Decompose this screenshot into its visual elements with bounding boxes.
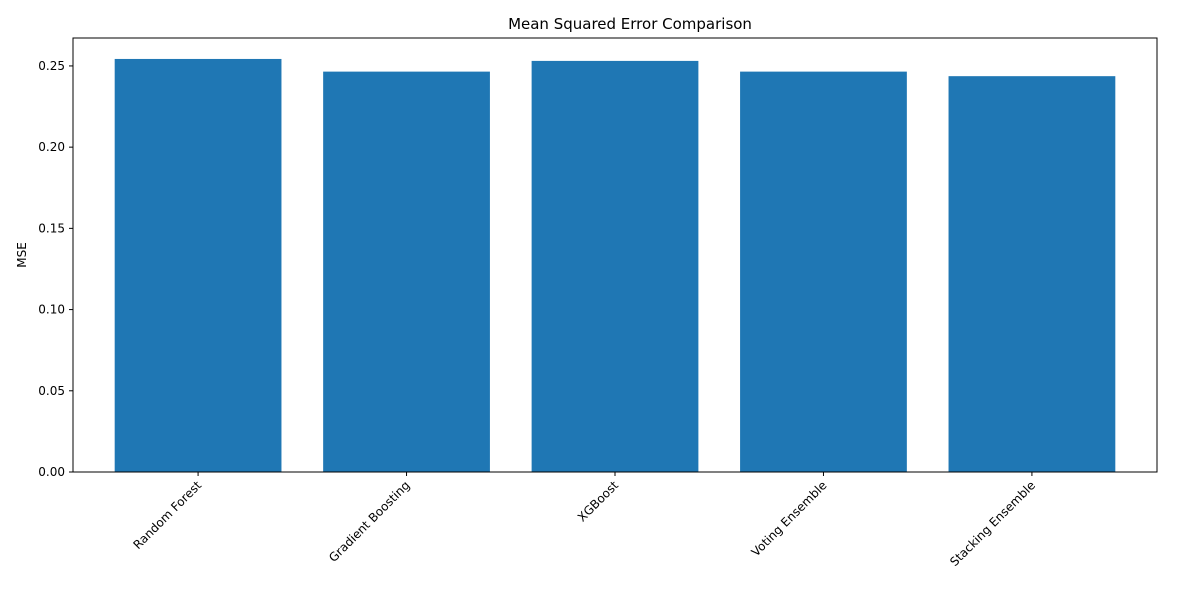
bar-xgboost <box>531 60 699 473</box>
bars-layer <box>114 58 1116 473</box>
y-tick-label: 0.25 <box>38 59 65 73</box>
bar-random-forest <box>114 58 282 472</box>
bar-voting-ensemble <box>740 71 907 473</box>
chart-title: Mean Squared Error Comparison <box>508 15 752 33</box>
x-tick-label: XGBoost <box>575 478 621 524</box>
x-tick-label: Gradient Boosting <box>326 478 413 565</box>
y-tick-label: 0.00 <box>38 465 65 479</box>
bar-stacking-ensemble <box>948 76 1116 473</box>
y-axis: 0.00 0.05 0.10 0.15 0.20 0.25 <box>38 59 73 479</box>
plot-frame <box>72 37 1158 473</box>
bar-gradient-boosting <box>323 71 490 473</box>
x-tick-label: Voting Ensemble <box>749 478 830 559</box>
y-tick-label: 0.05 <box>38 384 65 398</box>
x-axis: Random Forest Gradient Boosting XGBoost Vot… <box>130 472 1038 569</box>
y-tick-label: 0.20 <box>38 140 65 154</box>
x-tick-label: Random Forest <box>130 478 204 552</box>
y-axis-label: MSE <box>15 242 29 268</box>
x-tick-label: Stacking Ensemble <box>947 478 1038 569</box>
y-tick-label: 0.15 <box>38 221 65 235</box>
y-tick-label: 0.10 <box>38 303 65 317</box>
